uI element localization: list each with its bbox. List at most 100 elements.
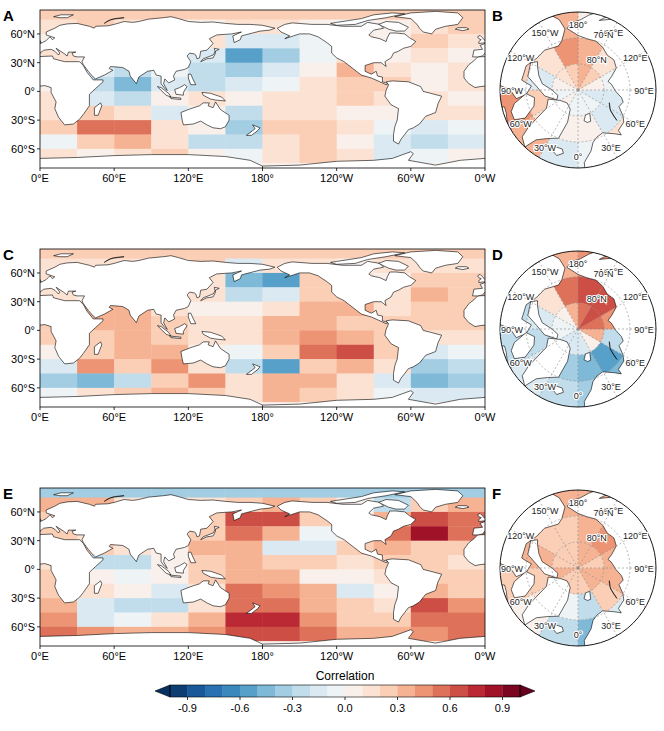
x-tick <box>485 646 486 649</box>
cell <box>225 345 262 360</box>
cell <box>300 330 337 345</box>
cell <box>300 63 337 78</box>
cell <box>225 359 262 374</box>
colorbar-tick <box>397 697 398 700</box>
land <box>104 257 124 263</box>
colorbar-tick-label: 0.3 <box>390 702 405 714</box>
cell <box>114 359 151 374</box>
cell <box>225 584 262 599</box>
x-tick-label: 120°W <box>320 172 354 184</box>
cell <box>263 316 300 331</box>
colorbar-segment <box>433 685 451 697</box>
land <box>385 559 442 622</box>
colorbar-extend <box>520 685 535 697</box>
cell <box>40 134 77 149</box>
lon-label: 60°W <box>510 597 533 607</box>
cell <box>374 302 411 317</box>
cell <box>114 612 151 627</box>
cell <box>337 77 374 92</box>
land <box>473 256 485 330</box>
cell <box>225 106 262 121</box>
x-tick-label: 120°E <box>173 650 203 662</box>
colorbar-segment <box>450 685 468 697</box>
land <box>379 22 409 32</box>
cell <box>411 48 448 63</box>
land <box>478 35 485 43</box>
colorbar-segment <box>310 685 328 697</box>
cell <box>263 287 300 302</box>
cell <box>337 120 374 135</box>
cell <box>225 120 262 135</box>
cell <box>263 388 300 403</box>
cell <box>374 134 411 149</box>
land <box>455 28 469 31</box>
cell <box>448 359 485 374</box>
cell <box>337 345 374 360</box>
x-tick <box>336 646 337 649</box>
cell <box>448 512 485 527</box>
parallel <box>552 542 604 594</box>
y-tick <box>37 330 40 331</box>
cell <box>40 612 77 627</box>
cell <box>300 149 337 164</box>
x-tick-label: 120°W <box>320 650 354 662</box>
x-tick <box>410 168 411 171</box>
polar-frame <box>500 251 656 407</box>
land <box>157 565 171 576</box>
land <box>464 534 485 603</box>
x-tick-label: 120°E <box>173 172 203 184</box>
x-tick-label: 60°W <box>397 411 425 423</box>
land <box>170 575 181 577</box>
cell <box>300 612 337 627</box>
cell <box>337 555 374 570</box>
cell <box>411 512 448 527</box>
cell <box>225 512 262 527</box>
land <box>473 495 485 569</box>
land <box>569 411 580 433</box>
meridian <box>510 90 578 129</box>
cell <box>225 316 262 331</box>
colorbar-segment <box>258 685 276 697</box>
land <box>104 496 124 502</box>
cell <box>225 526 262 541</box>
cell <box>114 91 151 106</box>
land <box>554 0 664 233</box>
land <box>277 500 416 562</box>
cell <box>300 316 337 331</box>
y-tick-label: 60°S <box>11 143 35 155</box>
x-tick <box>262 407 263 410</box>
panel-letter: C <box>3 246 14 263</box>
cell <box>300 302 337 317</box>
lon-label: 120°W <box>507 531 535 541</box>
cell <box>263 10 300 20</box>
cell <box>300 569 337 584</box>
meridian <box>578 90 646 129</box>
cell <box>77 598 114 613</box>
colorbar-segment <box>223 685 241 697</box>
x-tick-label: 180° <box>251 411 274 423</box>
lon-label: 30°E <box>601 143 621 153</box>
cell <box>263 373 300 388</box>
y-tick-label: 30°S <box>11 353 35 365</box>
lon-label: 90°E <box>634 564 654 574</box>
cell <box>337 598 374 613</box>
land <box>569 172 580 194</box>
cell <box>77 373 114 388</box>
cell <box>77 134 114 149</box>
cell <box>77 10 114 20</box>
cell <box>300 555 337 570</box>
lon-label: 30°E <box>601 382 621 392</box>
x-tick-label: 60°E <box>102 650 126 662</box>
cell <box>263 106 300 121</box>
land <box>511 572 534 598</box>
map-frame <box>40 249 485 407</box>
cell <box>114 330 151 345</box>
cell <box>263 526 300 541</box>
meridian <box>578 329 646 368</box>
lon-label: 0° <box>574 391 583 401</box>
land <box>94 581 101 593</box>
colorbar-segment <box>363 685 381 697</box>
colorbar-tick <box>240 697 241 700</box>
colorbar-segment <box>380 685 398 697</box>
x-tick <box>262 646 263 649</box>
